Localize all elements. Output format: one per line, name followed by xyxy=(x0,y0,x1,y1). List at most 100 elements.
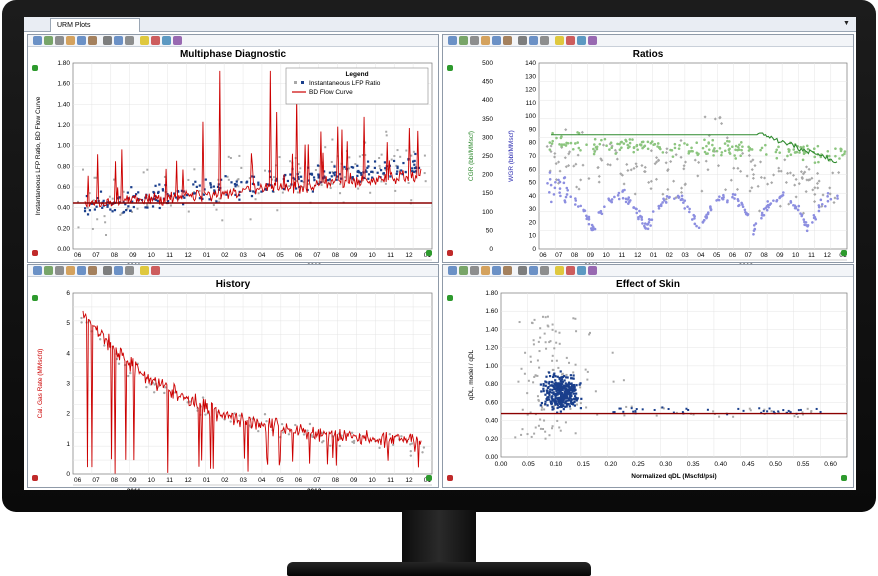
remove-icon[interactable] xyxy=(566,266,575,275)
data-point-blue xyxy=(653,408,656,411)
zoom-x-icon[interactable] xyxy=(481,266,490,275)
data-point-grey xyxy=(395,164,398,167)
chevron-down-icon[interactable]: ▼ xyxy=(843,20,850,27)
data-point-cgr xyxy=(560,143,564,146)
select-icon[interactable] xyxy=(448,36,457,45)
preview-icon[interactable] xyxy=(529,36,538,45)
zoom-in-icon[interactable] xyxy=(459,266,468,275)
edit-icon[interactable] xyxy=(173,36,182,45)
data-point-lfp xyxy=(313,179,316,182)
print-icon[interactable] xyxy=(518,36,527,45)
lock-icon[interactable] xyxy=(447,65,453,71)
zoom-in-icon[interactable] xyxy=(44,266,53,275)
export-icon[interactable] xyxy=(540,266,549,275)
select-icon[interactable] xyxy=(33,266,42,275)
data-point-lfp xyxy=(282,187,285,191)
pan-icon[interactable] xyxy=(503,266,512,275)
x-tick-label: 0.20 xyxy=(605,461,618,468)
export-icon[interactable] xyxy=(125,266,134,275)
x-tick-label: 11 xyxy=(619,252,626,259)
multiphase-diagnostic-chart[interactable]: 0.00 0.20 0.40 0.60 0.80 1.00 1.20 1.40 1.60 1.80… xyxy=(28,35,440,270)
print-icon[interactable] xyxy=(103,36,112,45)
zoom-in-icon[interactable] xyxy=(459,36,468,45)
print-icon[interactable] xyxy=(518,266,527,275)
lock-icon[interactable] xyxy=(841,475,847,481)
data-point-cgr xyxy=(585,143,588,147)
export-icon[interactable] xyxy=(540,36,549,45)
data-point-grey xyxy=(594,390,597,393)
lock-icon[interactable] xyxy=(426,475,432,481)
export-icon[interactable] xyxy=(125,36,134,45)
data-point-grey xyxy=(92,199,95,202)
remove-icon[interactable] xyxy=(566,36,575,45)
lock-icon[interactable] xyxy=(447,295,453,301)
hazard-icon[interactable] xyxy=(555,266,564,275)
data-point-wgr xyxy=(681,198,684,201)
lock-icon[interactable] xyxy=(841,250,847,256)
data-point-wgr xyxy=(657,204,661,208)
remove-icon[interactable] xyxy=(151,36,160,45)
zoom-y-icon[interactable] xyxy=(77,36,86,45)
filter-icon[interactable] xyxy=(577,266,586,275)
data-point-wgr xyxy=(558,180,562,184)
zoom-y-icon[interactable] xyxy=(492,266,501,275)
remove-icon[interactable] xyxy=(151,266,160,275)
data-point-wgr xyxy=(553,186,557,190)
print-icon[interactable] xyxy=(103,266,112,275)
edit-icon[interactable] xyxy=(588,266,597,275)
data-point-grey xyxy=(623,414,626,417)
y-tick-label: 20 xyxy=(529,219,537,226)
data-point-grey xyxy=(679,190,684,195)
data-point-lfp xyxy=(359,172,363,175)
preview-icon[interactable] xyxy=(529,266,538,275)
data-point-cgr xyxy=(673,142,677,146)
data-point-grey xyxy=(606,162,610,167)
zoom-box-icon[interactable] xyxy=(470,36,479,45)
pan-icon[interactable] xyxy=(88,36,97,45)
data-point-grey xyxy=(543,332,546,335)
data-point-blue xyxy=(566,385,569,388)
pan-icon[interactable] xyxy=(88,266,97,275)
lock-icon[interactable] xyxy=(32,65,38,71)
zoom-box-icon[interactable] xyxy=(470,266,479,275)
select-icon[interactable] xyxy=(33,36,42,45)
data-point-lfp xyxy=(297,177,300,181)
select-icon[interactable] xyxy=(448,266,457,275)
zoom-in-icon[interactable] xyxy=(44,36,53,45)
hazard-icon[interactable] xyxy=(140,266,149,275)
data-point-grey xyxy=(538,350,541,353)
zoom-x-icon[interactable] xyxy=(481,36,490,45)
ratios-chart[interactable]: 0501001502002503003504004505000102030405… xyxy=(443,35,855,270)
data-point-lfp xyxy=(192,192,195,195)
hazard-icon[interactable] xyxy=(555,36,564,45)
zoom-x-icon[interactable] xyxy=(66,36,75,45)
data-point-grey xyxy=(120,212,123,215)
preview-icon[interactable] xyxy=(114,36,123,45)
filter-icon[interactable] xyxy=(162,36,171,45)
lock-icon[interactable] xyxy=(32,295,38,301)
preview-icon[interactable] xyxy=(114,266,123,275)
filter-icon[interactable] xyxy=(577,36,586,45)
hazard-icon[interactable] xyxy=(140,36,149,45)
lock-icon[interactable] xyxy=(32,250,38,256)
pan-icon[interactable] xyxy=(503,36,512,45)
zoom-x-icon[interactable] xyxy=(66,266,75,275)
data-point-blue xyxy=(726,413,729,416)
zoom-box-icon[interactable] xyxy=(55,36,64,45)
tab-urm-plots[interactable]: URM Plots xyxy=(50,18,140,32)
lock-icon[interactable] xyxy=(447,250,453,256)
zoom-y-icon[interactable] xyxy=(492,36,501,45)
zoom-box-icon[interactable] xyxy=(55,266,64,275)
data-point-blue xyxy=(630,407,633,410)
data-point-lfp xyxy=(320,181,323,184)
lock-icon[interactable] xyxy=(447,475,453,481)
data-point-grey xyxy=(146,204,149,207)
edit-icon[interactable] xyxy=(588,36,597,45)
lock-icon[interactable] xyxy=(426,250,432,256)
effect-of-skin-chart[interactable]: 0.00 0.20 0.40 0.60 0.80 1.00 1.20 1.40 1.60 1.80… xyxy=(443,265,855,489)
data-point-lfp xyxy=(367,173,371,176)
lock-icon[interactable] xyxy=(32,475,38,481)
data-point-blue xyxy=(555,397,558,400)
zoom-y-icon[interactable] xyxy=(77,266,86,275)
